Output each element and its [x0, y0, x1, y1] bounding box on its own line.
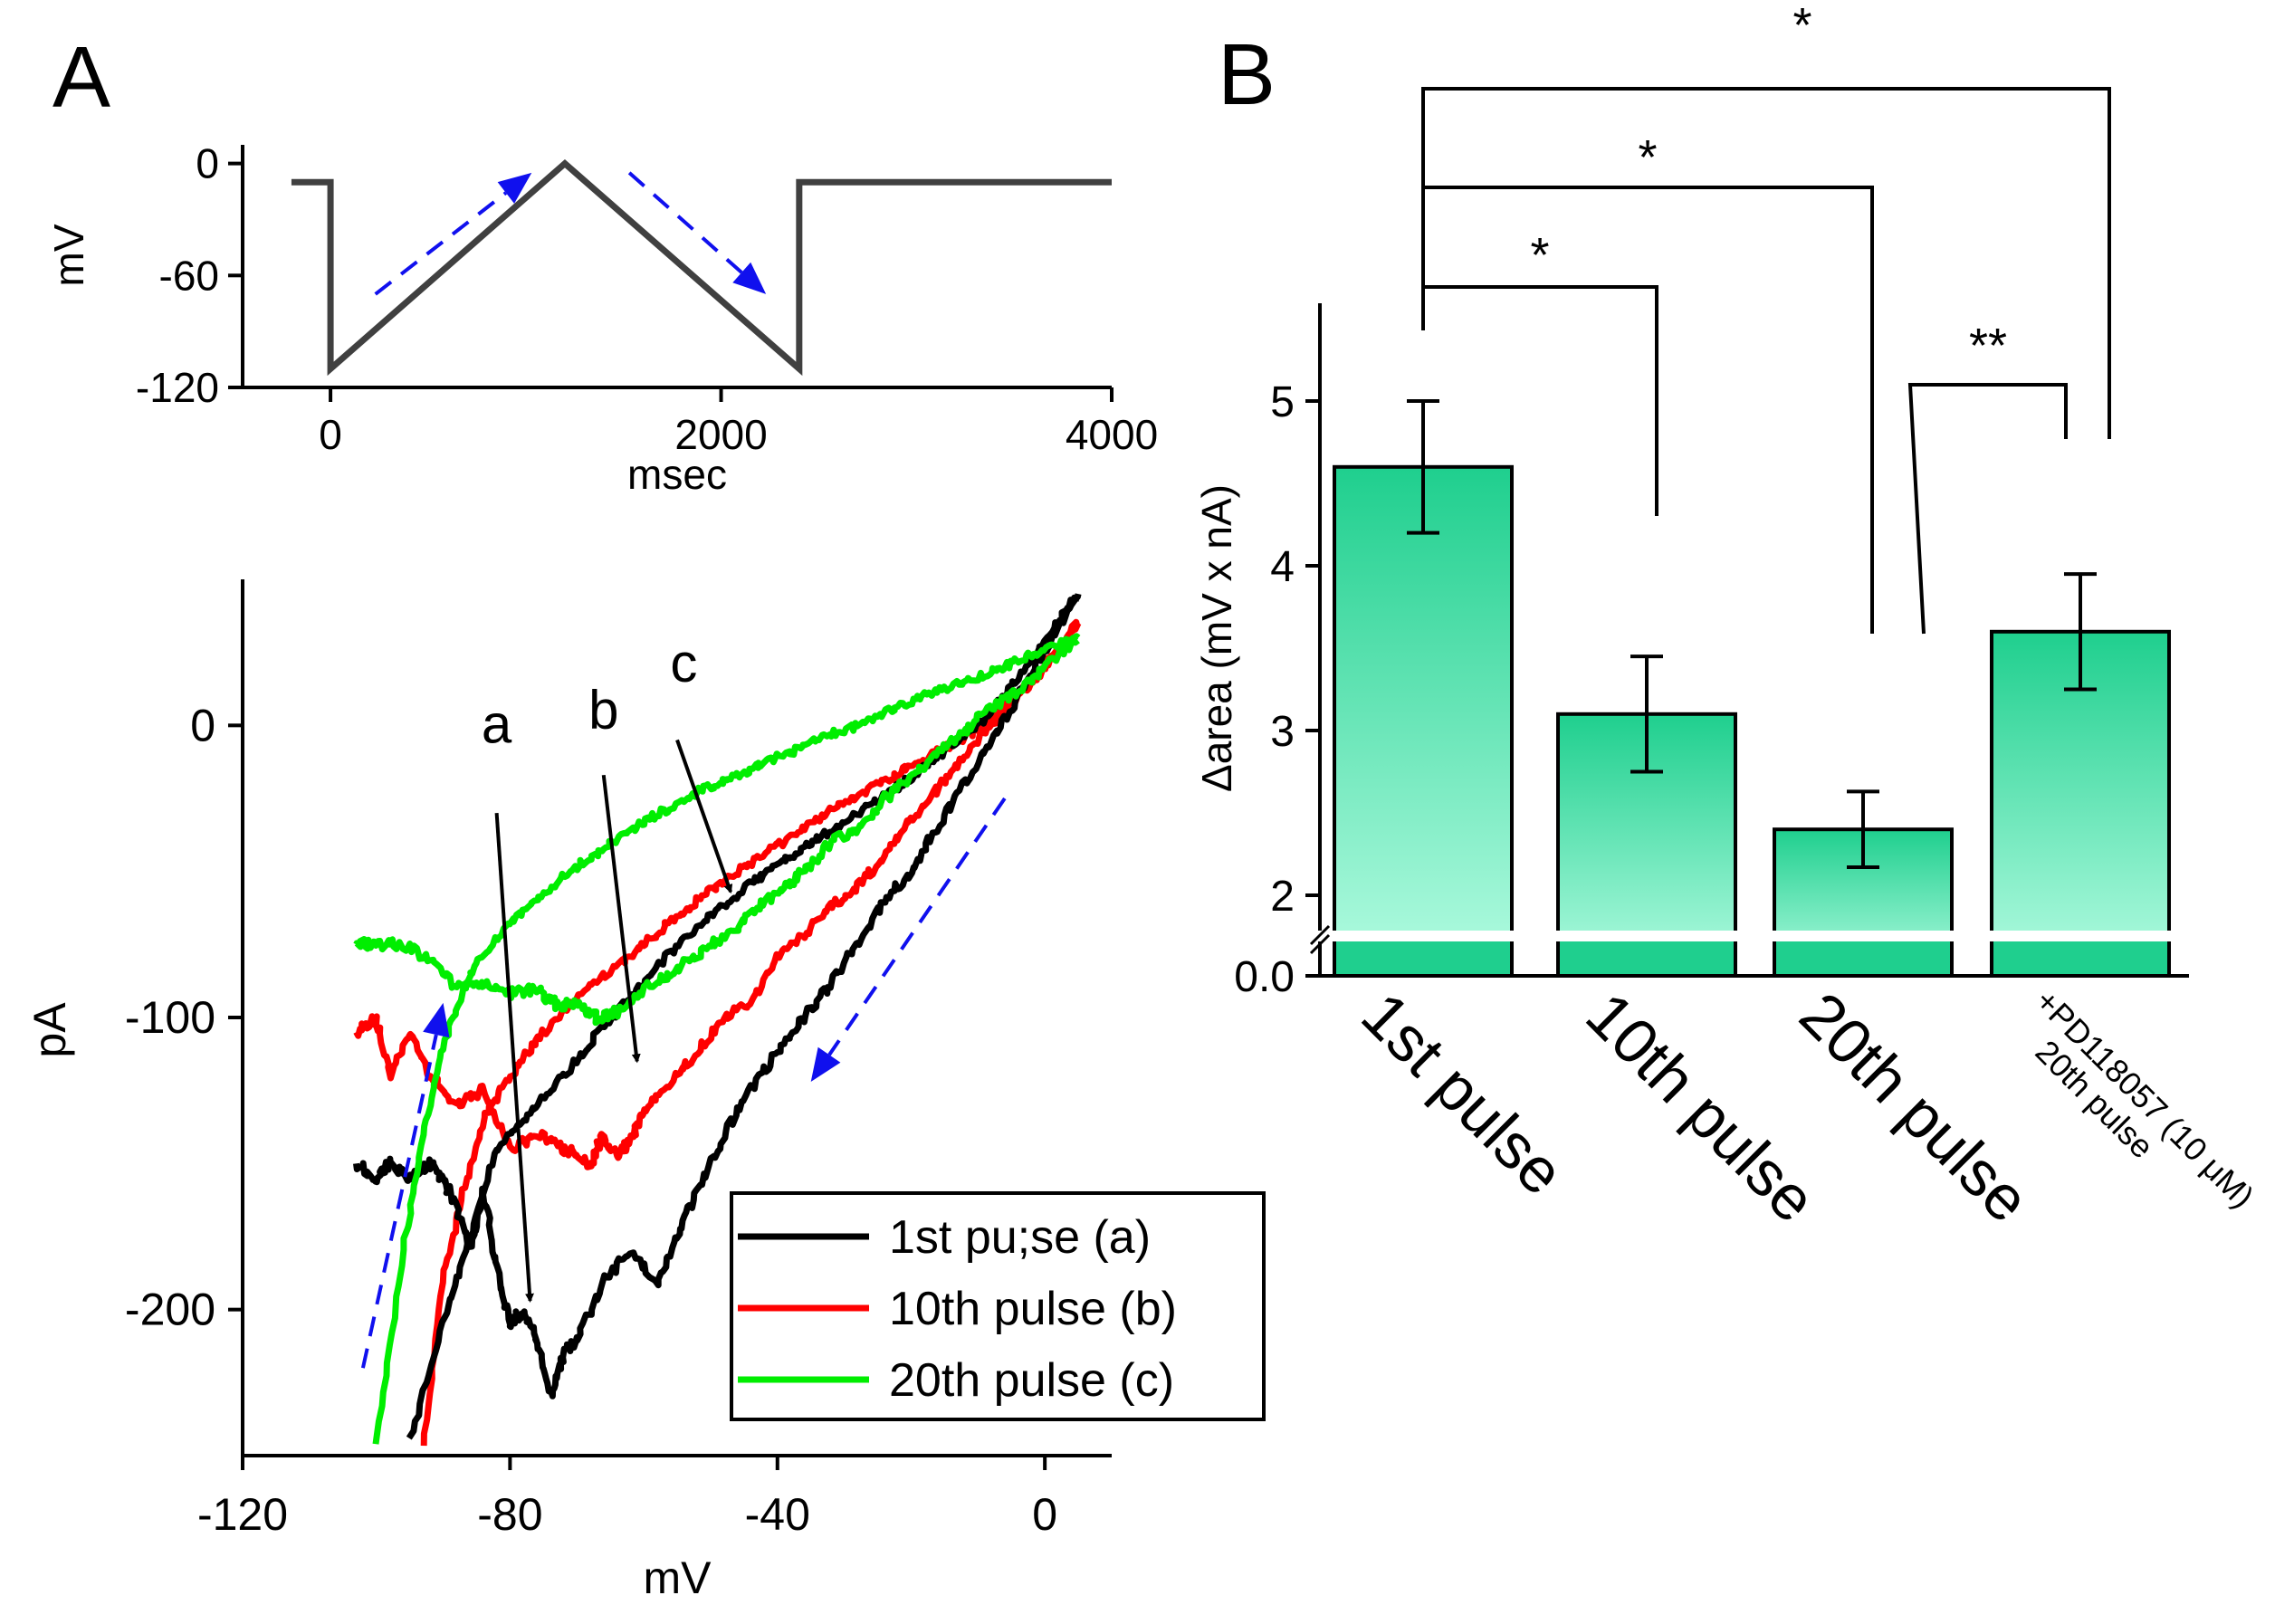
- iv-xtick-label: -120: [197, 1489, 288, 1540]
- protocol-xtick-label: 2000: [674, 411, 767, 458]
- bar-ytick-label: 4: [1270, 543, 1295, 591]
- iv-xtick-label: -80: [477, 1489, 542, 1540]
- iv-curve-plot: -120 -80 -40 0 0 -100 -200 a bc mV pA 1st pu;se…: [24, 579, 1266, 1603]
- bar-1st-pulse: [1333, 464, 1514, 978]
- bar-20th-pulse-pd118057-10-m-base: [1993, 941, 2167, 974]
- bar-marks: [1333, 464, 2171, 979]
- protocol-arrow-1-head: [497, 172, 532, 204]
- protocol-y-label: mV: [45, 224, 92, 286]
- category-label-line: +PD118057 (10 μM): [2028, 982, 2261, 1216]
- protocol-arrow-2-head: [732, 262, 767, 294]
- legend-label-20th-pulse: 20th pulse (c): [889, 1354, 1174, 1407]
- protocol-ytick-label: -120: [136, 364, 219, 411]
- iv-ramp-arrows: [360, 797, 1007, 1369]
- significance-bracket-1: [1421, 285, 1658, 516]
- bar-20th-pulse-base: [1776, 941, 1950, 974]
- iv-trace-10th-pulse-b-down: [353, 618, 1081, 1170]
- bar-ytick-label: 2: [1270, 873, 1295, 921]
- protocol-ticks: 0 2000 4000 0 -60 -120: [136, 140, 1158, 458]
- iv-trace-1st-pu-se-a-down: [353, 594, 1080, 1400]
- iv-xtick-label: 0: [1032, 1489, 1057, 1540]
- protocol-trace: [291, 158, 1112, 377]
- bar-ytick-label: 5: [1270, 378, 1295, 426]
- protocol-x-label: msec: [627, 451, 727, 498]
- category-label-1st-pulse: 1st pulse: [1348, 979, 1577, 1208]
- iv-ramp-arrow-2-head: [810, 1046, 841, 1082]
- category-label-10th-pulse: 10th pulse: [1572, 979, 1830, 1236]
- category-label-20th-pulse: 20th pulse: [1786, 979, 2043, 1236]
- bar-10th-pulse-base: [1560, 941, 1734, 974]
- panel-label-b: B: [1218, 26, 1276, 123]
- iv-ytick-label: -200: [125, 1285, 215, 1335]
- iv-y-label: pA: [24, 1002, 75, 1058]
- pointer-arrow-a: [494, 812, 534, 1303]
- voltage-protocol-plot: 0 2000 4000 0 -60 -120 msec mV: [45, 140, 1158, 498]
- protocol-xtick-label: 0: [319, 411, 342, 458]
- category-label-20th-pulse-pd118057-10-m: +PD118057 (10 μM)20th pulse: [2002, 982, 2261, 1241]
- significance-label-1: *: [1530, 228, 1549, 282]
- protocol-arrow-2-shaft: [627, 171, 743, 274]
- category-label-line: 10th pulse: [1572, 979, 1830, 1236]
- iv-pointer-arrows: [494, 739, 733, 1303]
- iv-trace-20th-pulse-c-down: [353, 635, 1080, 1027]
- legend-label-10th-pulse: 10th pulse (b): [889, 1283, 1177, 1335]
- iv-ytick-label: 0: [190, 700, 215, 750]
- significance-brackets: *****: [1421, 0, 2111, 635]
- iv-x-label: mV: [644, 1552, 712, 1603]
- bar-y-label: Δarea (mV x nA): [1193, 484, 1240, 792]
- bar-ytick-label: 3: [1270, 708, 1295, 756]
- bar-ytick-label: 0.0: [1234, 953, 1295, 1001]
- iv-ramp-arrow-1-shaft: [360, 1034, 438, 1369]
- bar-1st-pulse-base: [1336, 941, 1510, 974]
- iv-trace-20th-pulse-c-up: [372, 633, 1081, 1445]
- iv-xtick-label: -40: [745, 1489, 810, 1540]
- protocol-ytick-label: -60: [159, 252, 219, 299]
- pointer-arrow-c: [675, 739, 733, 894]
- protocol-ytick-label: 0: [196, 140, 219, 187]
- pointer-arrow-b: [601, 774, 641, 1064]
- significance-label-3: **: [1969, 319, 2007, 373]
- iv-trace-1st-pu-se-a-up: [406, 593, 1082, 1440]
- significance-label-2: *: [1638, 130, 1657, 185]
- axis-break-mark: [1309, 924, 1331, 946]
- bar-error-bars: [1407, 399, 2097, 870]
- significance-bracket-3: [1907, 383, 2068, 635]
- iv-ytick-label: -100: [125, 992, 215, 1043]
- iv-ticks: -120 -80 -40 0 0 -100 -200: [125, 700, 1057, 1540]
- iv-ramp-arrow-1-head: [423, 1002, 450, 1038]
- curve-label-c: c: [670, 633, 697, 693]
- iv-ramp-arrow-2-shaft: [827, 797, 1007, 1056]
- iv-curve-labels: a bc: [482, 633, 697, 755]
- axis-break-mark: [1309, 933, 1331, 955]
- category-label-line: 20th pulse: [1786, 979, 2043, 1236]
- protocol-xtick-label: 4000: [1066, 411, 1158, 458]
- curve-label-a: a: [482, 694, 512, 755]
- protocol-ramp-arrows: [374, 171, 767, 296]
- legend-label-1st-pulse: 1st pu;se (a): [889, 1211, 1151, 1264]
- significance-bracket-2: [1421, 186, 1874, 634]
- category-label-line: 1st pulse: [1348, 979, 1577, 1208]
- significance-label-4: *: [1792, 0, 1811, 53]
- protocol-arrow-1-shaft: [374, 191, 508, 296]
- axis-break-band: [1304, 931, 2191, 941]
- curve-label-b: b: [588, 680, 618, 740]
- significance-bracket-4: [1421, 87, 2111, 439]
- iv-legend: 1st pu;se (a) 10th pulse (b) 20th pulse …: [730, 1191, 1266, 1421]
- panel-label-a: A: [53, 29, 110, 126]
- axis-break: [1304, 924, 2191, 955]
- bar-ticks: 0.0 2 3 4 5: [1234, 378, 1320, 1001]
